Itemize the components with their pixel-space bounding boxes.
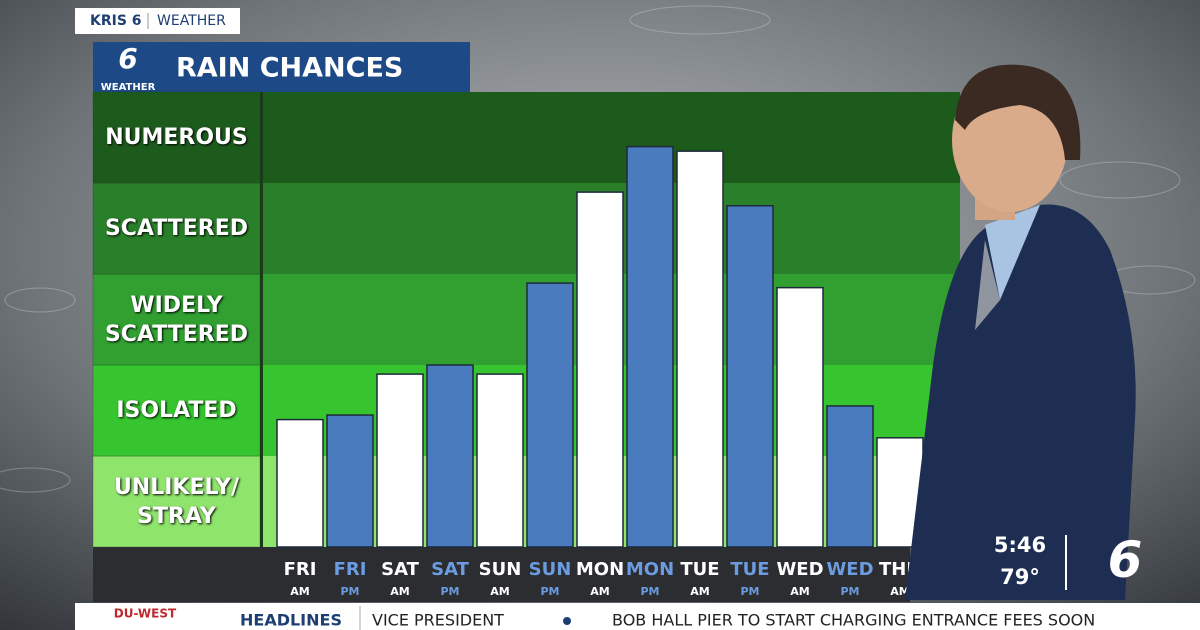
section-name: WEATHER	[157, 13, 226, 29]
x-tick-period: PM	[840, 585, 859, 598]
bar	[576, 191, 624, 548]
bar	[476, 373, 524, 548]
x-tick-label: TUE	[730, 559, 769, 580]
sponsor: DU-WEST	[114, 607, 177, 621]
x-tick-period: AM	[490, 585, 509, 598]
level-label-cell	[92, 455, 261, 548]
x-tick-label: WED	[776, 559, 823, 580]
level-label-cell	[92, 91, 261, 184]
y-tick-label-box: WIDELY SCATTERED	[104, 292, 249, 347]
x-tick-period: PM	[540, 585, 559, 598]
x-tick-period: PM	[440, 585, 459, 598]
bar	[676, 150, 724, 548]
x-tick-period: AM	[290, 585, 309, 598]
y-tick-label-box: SCATTERED	[104, 216, 249, 241]
time-temp-bug: 5:46 79° 6	[994, 531, 1143, 590]
x-tick-label: FRI	[334, 559, 367, 580]
x-tick-period: PM	[340, 585, 359, 598]
y-tick-label: ISOLATED	[116, 398, 237, 423]
bug-logo: 6	[1108, 531, 1143, 589]
station-tag	[75, 8, 240, 34]
x-tick-label: SUN	[479, 559, 522, 580]
x-tick-label: SUN	[529, 559, 572, 580]
x-tick-label: TUE	[680, 559, 719, 580]
y-tick-label-box: ISOLATED	[116, 398, 237, 423]
chart-title: RAIN CHANCES	[176, 53, 403, 84]
presenter	[905, 64, 1136, 600]
x-tick-period: AM	[590, 585, 609, 598]
ticker-item: VICE PRESIDENT	[372, 611, 504, 630]
y-tick-label: SCATTERED	[104, 216, 249, 241]
y-tick-label-box: UNLIKELY/ STRAY	[113, 474, 240, 529]
x-tick-label: MON	[576, 559, 624, 580]
level-label-cell	[92, 182, 261, 275]
x-tick-period: AM	[390, 585, 409, 598]
title-box	[93, 42, 470, 92]
ticker-dot	[563, 617, 571, 625]
bar	[426, 364, 474, 548]
temperature: 79°	[1000, 565, 1040, 589]
ticker-bar	[75, 603, 1200, 630]
bar	[526, 282, 574, 548]
chart: UNLIKELY/ STRAY ISOLATED WIDELY SCATTERED S…	[92, 91, 960, 602]
y-tick-label: NUMEROUS	[105, 125, 248, 150]
clock: 5:46	[994, 533, 1046, 557]
x-tick-period: AM	[890, 585, 909, 598]
logo-text: WEATHER	[101, 82, 156, 93]
x-tick-label: SAT	[431, 559, 469, 580]
bar	[826, 405, 874, 548]
x-tick-period: PM	[640, 585, 659, 598]
bar	[726, 205, 774, 548]
x-tick-label: WED	[826, 559, 873, 580]
x-tick-label: MON	[626, 559, 674, 580]
x-tick-period: AM	[690, 585, 709, 598]
x-tick-period: PM	[740, 585, 759, 598]
x-tick-period: AM	[790, 585, 809, 598]
y-tick-label: WIDELY SCATTERED	[104, 292, 249, 347]
bar	[326, 414, 374, 548]
x-tick-label: SAT	[381, 559, 419, 580]
bar	[626, 145, 674, 548]
ticker-label: HEADLINES	[240, 611, 342, 630]
bar	[776, 286, 824, 548]
x-tick-label: FRI	[284, 559, 317, 580]
bar	[276, 418, 324, 548]
y-tick-label: UNLIKELY/ STRAY	[113, 474, 240, 529]
plot-divider	[260, 92, 263, 547]
y-tick-label-box: NUMEROUS	[105, 125, 248, 150]
station-name: KRIS 6	[90, 13, 142, 29]
logo-number: 6	[118, 42, 137, 75]
ticker-item: BOB HALL PIER TO START CHARGING ENTRANCE…	[612, 611, 1095, 630]
bar	[376, 373, 424, 548]
category-strip	[93, 547, 910, 602]
